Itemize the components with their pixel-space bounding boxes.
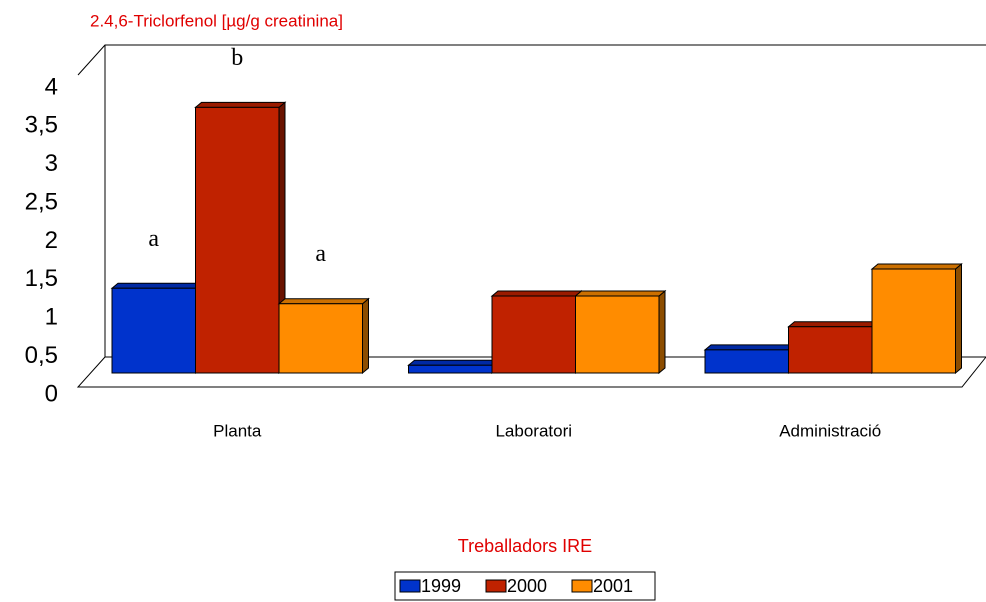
bar-face	[955, 262, 962, 375]
y-tick-label: 4	[45, 73, 58, 100]
y-tick-label: 3,5	[25, 112, 58, 139]
y-tick-label: 0	[45, 380, 58, 407]
bar-face	[194, 101, 287, 108]
bar	[277, 297, 370, 375]
bar-face	[871, 268, 956, 374]
y-tick-label: 1,5	[25, 265, 58, 292]
back-wall-top	[77, 44, 986, 76]
annotation: a	[148, 226, 159, 252]
bar	[703, 343, 796, 375]
bar	[870, 262, 963, 375]
legend-title: Treballadors IRE	[458, 536, 592, 556]
x-tick-label: Planta	[213, 421, 262, 440]
bar-face	[111, 287, 196, 374]
legend-box	[394, 571, 656, 601]
bar-face	[575, 295, 660, 374]
bar-face	[195, 106, 280, 374]
y-tick-label: 1	[45, 304, 58, 331]
bar-face	[110, 282, 203, 289]
bar-face	[490, 290, 583, 297]
bar	[787, 320, 880, 375]
bar	[574, 289, 667, 375]
y-tick-label: 2	[45, 227, 58, 254]
bar-face	[407, 359, 500, 366]
x-tick-label: Laboratori	[495, 421, 572, 440]
bar-face	[788, 326, 873, 374]
floor	[76, 356, 986, 388]
bar-face	[870, 263, 963, 270]
x-tick-label: Administració	[779, 421, 881, 440]
annotation: a	[315, 241, 326, 267]
bar	[194, 101, 287, 375]
bar-face	[491, 295, 576, 374]
legend-label: 1999	[421, 576, 461, 596]
bar-face	[658, 289, 666, 375]
bar-face	[278, 303, 363, 374]
bar-face	[408, 364, 493, 374]
bar-face	[277, 298, 370, 305]
legend-swatch	[485, 579, 507, 593]
bar	[407, 359, 500, 375]
bar-face	[574, 290, 667, 297]
y-tick-label: 2,5	[25, 188, 58, 215]
annotation: b	[231, 45, 243, 71]
legend-label: 2001	[593, 576, 633, 596]
legend-label: 2000	[507, 576, 547, 596]
bar-face	[704, 349, 789, 374]
bar	[110, 282, 203, 375]
y-tick-label: 3	[45, 150, 58, 177]
bar-face	[787, 321, 880, 328]
bar-face	[362, 297, 369, 375]
y-tick-label: 0,5	[25, 342, 58, 369]
bar-face	[703, 344, 796, 351]
bar	[490, 289, 583, 375]
legend-swatch	[399, 579, 421, 593]
legend-swatch	[571, 579, 593, 593]
chart-title: 2.4,6-Triclorfenol [µg/g creatinina]	[90, 11, 343, 30]
